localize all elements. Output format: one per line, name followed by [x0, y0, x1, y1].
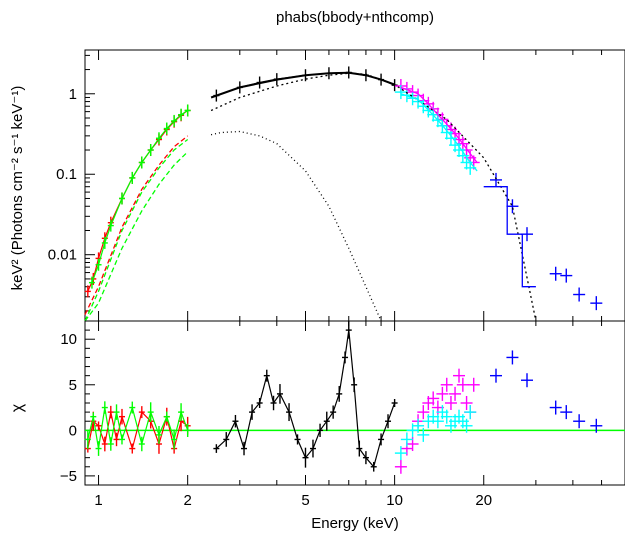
data-point	[560, 268, 573, 283]
model-line	[84, 138, 189, 322]
model-line	[210, 71, 395, 99]
series-spectrum-4	[394, 85, 477, 175]
model-line	[84, 135, 189, 315]
model-line	[210, 72, 537, 322]
data-point	[590, 296, 603, 311]
data-point	[506, 350, 519, 365]
chart-title: phabs(bbody+nthcomp)	[276, 9, 434, 26]
y-axis-label-spectrum: keV² (Photons cm⁻² s⁻¹ keV⁻¹)	[9, 86, 26, 291]
data-point	[436, 386, 449, 401]
series-residuals-2	[213, 321, 398, 472]
series-spectrum-5	[489, 172, 603, 311]
y-tick-label-spectrum: 1	[69, 86, 77, 103]
data-point	[573, 287, 586, 302]
x-tick-label: 5	[301, 492, 309, 509]
data-point	[449, 386, 462, 401]
data-point	[467, 377, 480, 392]
data-point	[440, 409, 453, 424]
data-point	[391, 398, 398, 408]
data-point	[456, 377, 469, 392]
y-axis-label-residuals: χ	[9, 403, 26, 412]
data-point	[394, 85, 407, 100]
x-tick-label: 10	[386, 492, 403, 509]
series-spectrum-9	[84, 138, 189, 322]
panel-residuals: 10 5 0 −5	[60, 320, 625, 486]
data-point	[394, 446, 407, 461]
series-spectrum-11	[84, 135, 189, 315]
data-point	[417, 427, 430, 442]
data-point	[184, 423, 191, 437]
data-point	[88, 276, 95, 289]
x-tick-label: 20	[475, 492, 492, 509]
data-point	[549, 400, 562, 415]
data-point	[453, 368, 466, 383]
data-trace	[91, 109, 189, 283]
series-spectrum-14	[400, 93, 478, 172]
series-spectrum-10	[84, 151, 189, 322]
data-point	[444, 396, 457, 410]
data-point	[573, 414, 586, 429]
series-spectrum-8	[210, 130, 382, 322]
data-point	[489, 172, 502, 187]
series-spectrum-12	[483, 186, 536, 288]
panel-spectrum: 1 0.1 0.01	[48, 49, 625, 322]
panel-frame-spectrum	[84, 49, 625, 322]
y-tick-label-spectrum: 0.01	[48, 247, 77, 264]
y-tick-label-residuals: −5	[60, 468, 77, 485]
data-point	[417, 405, 430, 420]
model-line	[483, 186, 536, 288]
model-line	[210, 130, 382, 322]
x-tick-label: 1	[94, 492, 102, 509]
model-line	[400, 86, 478, 163]
data-point	[460, 418, 473, 433]
data-point	[431, 414, 444, 429]
model-line	[400, 93, 478, 172]
data-point	[400, 432, 413, 447]
data-trace	[215, 330, 396, 469]
y-tick-label-residuals: 5	[69, 377, 77, 394]
series-spectrum-7	[210, 72, 537, 322]
x-tick-label: 2	[184, 492, 192, 509]
data-point	[590, 418, 603, 433]
data-trace	[87, 405, 189, 449]
data-point	[412, 418, 425, 433]
x-axis-label: Energy (keV)	[311, 515, 399, 532]
data-point	[521, 373, 534, 388]
series-residuals-5	[489, 350, 603, 433]
data-point	[549, 266, 562, 281]
series-residuals-1	[84, 401, 191, 456]
series-residuals-4	[394, 405, 477, 461]
data-point	[460, 396, 473, 410]
plot-layer: 1 0.1 0.01 10 5 0 −5 1 2 5 10 20	[48, 49, 625, 509]
series-spectrum-6	[210, 71, 395, 99]
data-point	[560, 405, 573, 420]
y-tick-label-spectrum: 0.1	[56, 166, 77, 183]
series-spectrum-2	[213, 66, 398, 102]
data-point	[427, 391, 440, 406]
y-tick-label-residuals: 10	[60, 331, 77, 348]
data-point	[464, 405, 477, 420]
series-spectrum-1	[88, 104, 191, 289]
data-point	[394, 459, 407, 474]
series-spectrum-13	[400, 86, 478, 163]
y-tick-label-residuals: 0	[69, 422, 77, 439]
data-point	[84, 429, 91, 449]
data-point	[521, 227, 534, 242]
data-point	[489, 368, 502, 383]
data-point	[506, 199, 519, 214]
model-line	[84, 151, 189, 322]
data-point	[440, 377, 453, 392]
